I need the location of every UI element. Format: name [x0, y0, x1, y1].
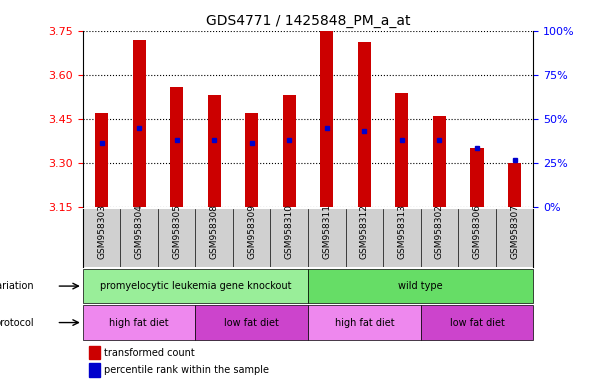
Title: GDS4771 / 1425848_PM_a_at: GDS4771 / 1425848_PM_a_at: [206, 14, 410, 28]
Bar: [508, 163, 521, 207]
Text: promyelocytic leukemia gene knockout: promyelocytic leukemia gene knockout: [100, 281, 291, 291]
Bar: [196, 305, 308, 340]
Bar: [208, 96, 221, 207]
Bar: [89, 346, 100, 359]
Text: low fat diet: low fat diet: [224, 318, 279, 328]
Bar: [433, 116, 446, 207]
Bar: [170, 87, 183, 207]
Text: genotype/variation: genotype/variation: [0, 281, 34, 291]
Bar: [308, 269, 533, 303]
Bar: [308, 305, 421, 340]
Bar: [421, 305, 533, 340]
Text: transformed count: transformed count: [104, 348, 195, 358]
Text: high fat diet: high fat diet: [335, 318, 394, 328]
Text: percentile rank within the sample: percentile rank within the sample: [104, 365, 269, 375]
Bar: [283, 96, 296, 207]
Text: high fat diet: high fat diet: [109, 318, 169, 328]
Bar: [132, 40, 146, 207]
Bar: [245, 113, 258, 207]
Bar: [95, 113, 108, 207]
Bar: [83, 305, 196, 340]
Text: low fat diet: low fat diet: [449, 318, 504, 328]
Bar: [89, 363, 100, 376]
Bar: [83, 269, 308, 303]
Bar: [470, 149, 484, 207]
Bar: [320, 31, 333, 207]
Bar: [358, 43, 371, 207]
Bar: [395, 93, 408, 207]
Text: wild type: wild type: [398, 281, 443, 291]
Text: protocol: protocol: [0, 318, 34, 328]
